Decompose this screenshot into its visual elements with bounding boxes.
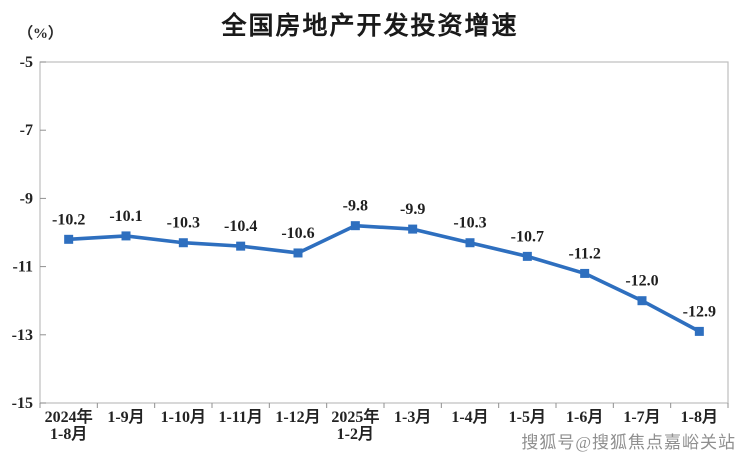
x-tick-label: 2025年 1-2月 <box>331 407 379 443</box>
x-tick-label: 1-7月 <box>623 408 660 426</box>
x-tick-label: 1-9月 <box>107 408 144 426</box>
x-tick-label: 1-11月 <box>218 408 262 426</box>
data-label: -11.2 <box>568 245 600 262</box>
plot-border <box>39 61 729 404</box>
data-point <box>121 231 131 241</box>
x-tick-label: 1-6月 <box>566 408 603 426</box>
data-point <box>522 251 532 261</box>
data-label: -10.7 <box>511 228 544 245</box>
y-tick-label: -13 <box>12 327 33 344</box>
x-tick-label: 1-3月 <box>394 408 431 426</box>
y-tick-label: -9 <box>20 190 33 207</box>
data-point <box>465 238 475 248</box>
watermark-text: 搜狐号@搜狐焦点嘉峪关站 <box>521 433 736 452</box>
x-tick-label: 1-4月 <box>451 408 488 426</box>
data-label: -10.3 <box>167 215 200 232</box>
data-point <box>580 268 590 278</box>
x-tick-label: 1-8月 <box>681 408 718 426</box>
chart-title: 全国房地产开发投资增速 <box>221 12 519 40</box>
data-point <box>178 238 188 248</box>
data-label: -10.4 <box>224 218 257 235</box>
data-label: -9.9 <box>400 201 425 218</box>
x-tick-label: 1-10月 <box>161 408 206 426</box>
data-label: -9.8 <box>343 198 368 215</box>
y-tick-label: -15 <box>12 395 33 412</box>
data-label: -10.3 <box>453 215 486 232</box>
data-label: -12.9 <box>683 303 716 320</box>
y-axis-unit-label: （%） <box>18 26 64 42</box>
data-point <box>64 234 74 244</box>
data-point <box>408 224 418 234</box>
data-point <box>637 296 647 306</box>
data-label: -12.0 <box>625 273 658 290</box>
data-label: -10.6 <box>281 225 314 242</box>
data-label: -10.2 <box>52 211 85 228</box>
data-point <box>350 221 360 231</box>
y-tick-label: -11 <box>13 259 33 276</box>
x-tick-label: 1-5月 <box>509 408 546 426</box>
x-tick-label: 1-12月 <box>275 408 320 426</box>
data-point <box>694 326 704 336</box>
data-line <box>66 223 702 334</box>
y-tick-label: -7 <box>20 122 33 139</box>
data-point <box>293 248 303 258</box>
data-label: -10.1 <box>109 208 142 225</box>
data-point <box>236 241 246 251</box>
y-tick-label: -5 <box>20 54 33 71</box>
x-tick-label: 2024年 1-8月 <box>45 407 93 443</box>
